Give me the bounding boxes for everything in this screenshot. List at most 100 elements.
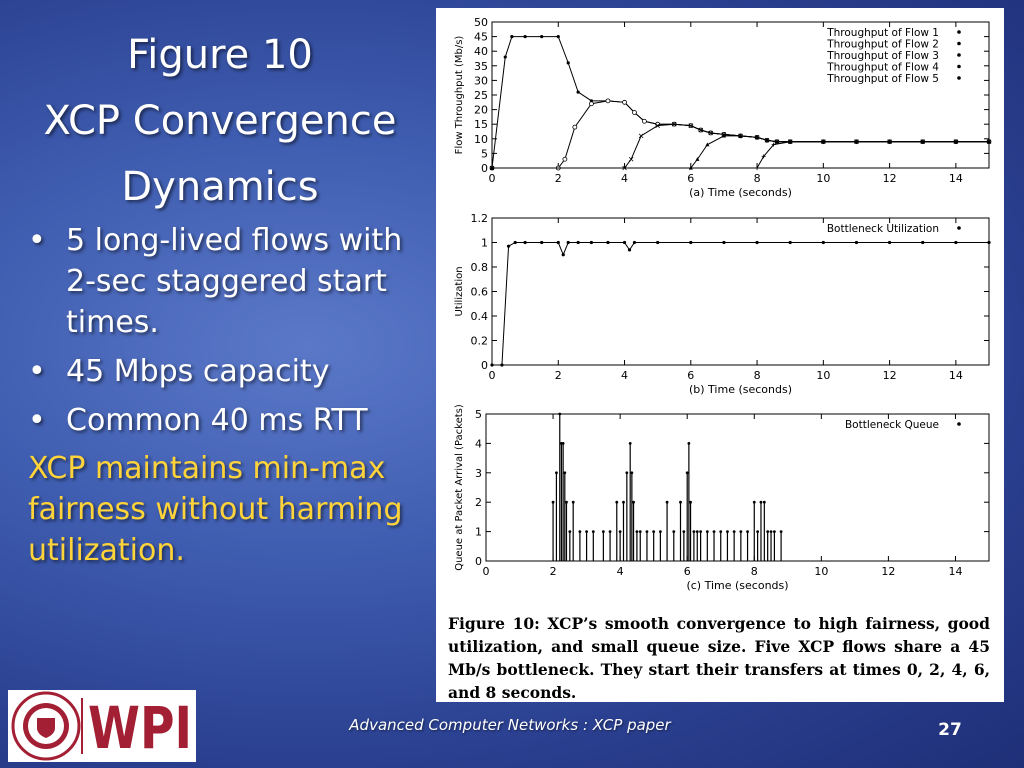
data-point — [698, 127, 704, 133]
data-point — [589, 240, 593, 245]
title-line-2: XCP Convergence — [43, 98, 397, 144]
data-point — [562, 156, 568, 162]
data-point — [705, 142, 710, 147]
queue-point — [608, 530, 612, 533]
queue-point — [769, 530, 773, 533]
x-tick-label: 12 — [883, 172, 897, 185]
x-tick-label: 4 — [617, 565, 624, 578]
queue-point — [630, 471, 634, 475]
bullet-item: Common 40 ms RTT — [28, 400, 418, 441]
y-tick-label: 20 — [474, 104, 488, 117]
data-point — [987, 240, 991, 245]
x-tick-label: 6 — [684, 565, 691, 578]
data-point — [788, 139, 793, 144]
queue-point — [585, 530, 588, 533]
x-tick-label: 0 — [489, 172, 496, 185]
data-point — [523, 240, 527, 245]
x-tick-label: 4 — [621, 369, 628, 382]
data-point — [920, 139, 925, 144]
legend-marker — [957, 226, 961, 230]
y-tick-label: 50 — [474, 16, 488, 29]
slide-title: Figure 10 XCP Convergence Dynamics — [10, 22, 430, 220]
x-tick-label: 12 — [881, 565, 895, 578]
data-point — [556, 240, 560, 245]
data-point — [540, 35, 544, 39]
y-tick-label: 0.2 — [471, 335, 489, 348]
y-tick-label: 25 — [474, 89, 488, 102]
x-axis-label: (c) Time (seconds) — [686, 579, 788, 592]
queue-point — [752, 500, 756, 504]
queue-point — [746, 530, 749, 533]
queue-point — [732, 530, 736, 533]
x-tick-label: 0 — [483, 565, 490, 578]
data-point — [606, 240, 610, 245]
queue-point — [565, 500, 568, 504]
legend-marker — [957, 64, 961, 69]
y-tick-label: 15 — [474, 118, 488, 131]
data-point — [642, 118, 647, 124]
data-point — [755, 135, 760, 139]
y-tick-label: 35 — [474, 60, 488, 73]
data-point — [761, 154, 766, 159]
queue-point — [679, 500, 682, 504]
data-point — [605, 98, 611, 104]
legend-marker — [957, 41, 961, 46]
y-axis-label: Utilization — [454, 266, 465, 316]
queue-point — [726, 530, 729, 533]
x-tick-label: 2 — [550, 565, 557, 578]
data-point — [576, 90, 580, 94]
data-point — [566, 61, 570, 65]
y-tick-label: 4 — [475, 437, 482, 450]
wpi-logo-art: WPI — [11, 691, 192, 762]
data-point — [490, 166, 494, 170]
queue-point — [638, 530, 642, 533]
data-point — [490, 363, 494, 367]
queue-point — [705, 530, 709, 533]
data-point — [622, 240, 627, 245]
x-tick-label: 12 — [883, 369, 897, 382]
legend-label: Throughput of Flow 1 — [826, 27, 939, 39]
queue-point — [571, 500, 575, 504]
queue-point — [558, 412, 562, 416]
queue-point — [665, 500, 669, 504]
data-point — [722, 240, 726, 245]
y-tick-label: 0 — [475, 555, 482, 568]
wpi-wordmark: WPI — [88, 694, 192, 762]
data-point — [755, 166, 760, 170]
data-point — [523, 35, 527, 39]
queue-point — [635, 530, 639, 533]
queue-point — [772, 530, 776, 533]
y-tick-label: 2 — [475, 496, 482, 509]
data-point — [721, 133, 726, 138]
queue-point — [632, 500, 635, 504]
y-tick-label: 10 — [474, 133, 488, 146]
series-line — [492, 123, 989, 169]
data-point — [513, 240, 517, 245]
bullet-list: 5 long-lived flows with 2-sec staggered … — [28, 220, 418, 449]
data-point — [954, 240, 958, 245]
data-point — [755, 240, 759, 245]
queue-point — [622, 500, 625, 504]
data-point — [503, 55, 507, 59]
data-point — [628, 156, 634, 162]
queue-point — [692, 530, 696, 533]
x-tick-label: 8 — [754, 369, 761, 382]
data-point — [572, 124, 578, 130]
queue-point — [695, 530, 699, 533]
queue-point — [739, 530, 743, 533]
legend-label: Bottleneck Queue — [845, 419, 939, 431]
y-tick-label: 3 — [475, 467, 482, 480]
page-number: 27 — [938, 720, 962, 740]
queue-point — [561, 442, 565, 445]
wpi-logo: WPI — [8, 690, 196, 762]
y-tick-label: 40 — [474, 45, 488, 58]
queue-point — [672, 530, 676, 533]
data-point — [708, 130, 713, 136]
data-point — [632, 240, 637, 245]
data-point — [921, 240, 925, 245]
queue-point — [685, 471, 689, 475]
queue-point — [555, 471, 558, 475]
data-point — [953, 139, 958, 144]
